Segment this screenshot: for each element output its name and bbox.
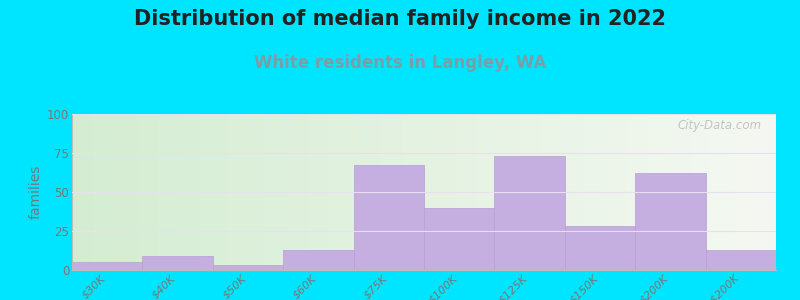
Bar <box>213 265 283 270</box>
Y-axis label: families: families <box>29 165 43 219</box>
Text: City-Data.com: City-Data.com <box>678 119 762 132</box>
Text: White residents in Langley, WA: White residents in Langley, WA <box>254 54 546 72</box>
Bar <box>494 156 565 270</box>
Bar <box>72 262 142 270</box>
Bar <box>142 256 213 270</box>
Bar <box>354 166 424 270</box>
Bar <box>283 250 354 270</box>
Bar <box>424 208 494 270</box>
Bar <box>706 250 776 270</box>
Bar <box>635 173 706 270</box>
Text: Distribution of median family income in 2022: Distribution of median family income in … <box>134 9 666 29</box>
Bar <box>565 226 635 270</box>
